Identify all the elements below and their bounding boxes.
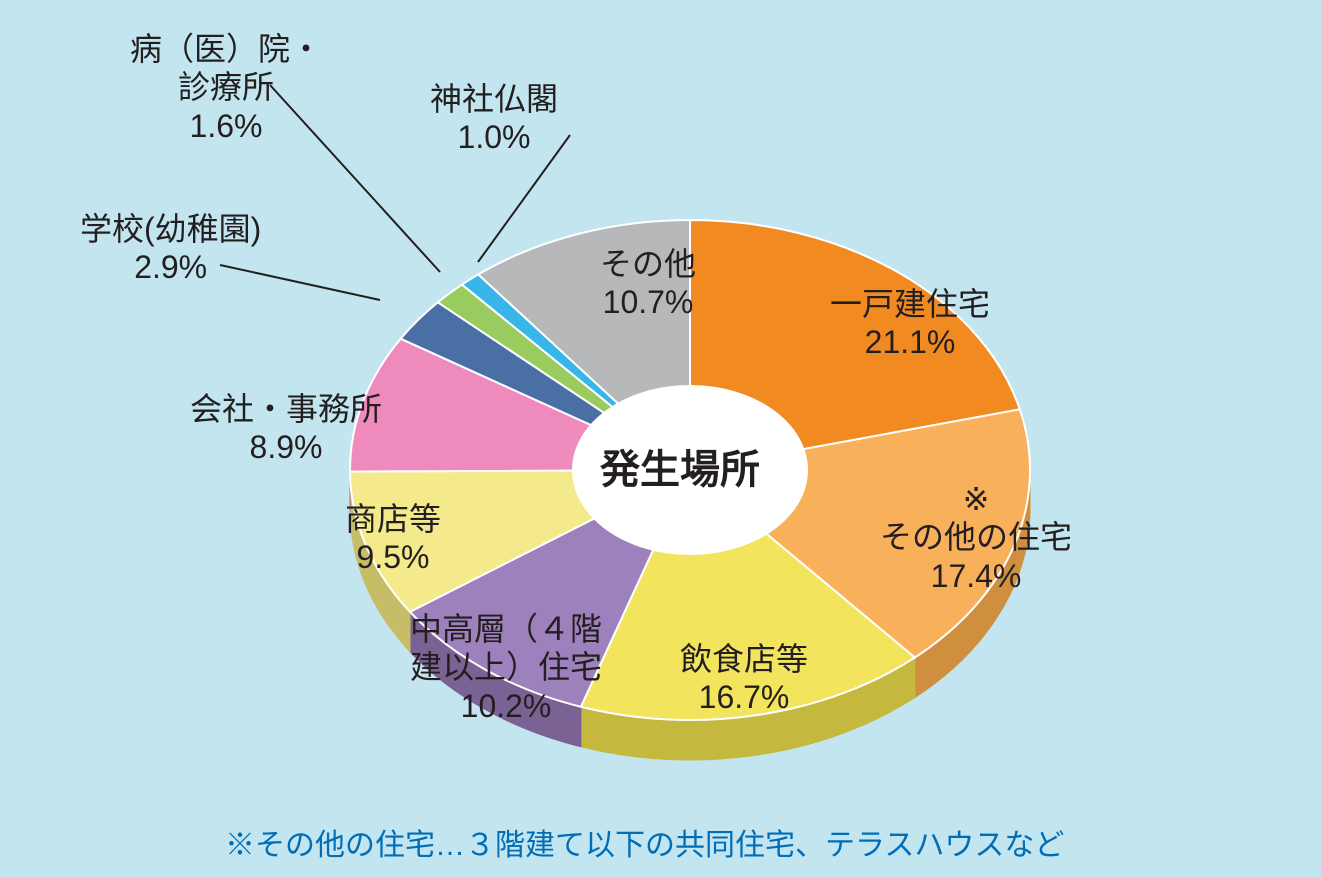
- label-line: 1.6%: [130, 107, 322, 145]
- label-line: 中高層（４階: [410, 610, 602, 648]
- label-line: 17.4%: [880, 557, 1072, 595]
- label-line: 一戸建住宅: [830, 285, 990, 323]
- label-line: 2.9%: [80, 248, 261, 286]
- label-line: 会社・事務所: [190, 390, 382, 428]
- slice-label: 会社・事務所8.9%: [190, 390, 382, 467]
- slice-label: 一戸建住宅21.1%: [830, 285, 990, 362]
- label-line: その他の住宅: [880, 518, 1072, 556]
- label-line: 1.0%: [430, 118, 558, 156]
- label-line: 10.2%: [410, 687, 602, 725]
- label-line: 学校(幼稚園): [80, 210, 261, 248]
- label-line: 神社仏閣: [430, 80, 558, 118]
- label-line: 10.7%: [600, 283, 696, 321]
- label-line: 21.1%: [830, 323, 990, 361]
- label-line: 病（医）院・: [130, 30, 322, 68]
- label-line: 8.9%: [190, 428, 382, 466]
- slice-label: その他10.7%: [600, 245, 696, 322]
- label-line: 16.7%: [680, 678, 808, 716]
- slice-label: ※その他の住宅17.4%: [880, 480, 1072, 595]
- label-line: 発生場所: [600, 446, 760, 494]
- footnote: ※その他の住宅…３階建て以下の共同住宅、テラスハウスなど: [225, 820, 1064, 864]
- slice-label: 中高層（４階建以上）住宅10.2%: [410, 610, 602, 725]
- label-line: 飲食店等: [680, 640, 808, 678]
- slice-label-external: 学校(幼稚園)2.9%: [80, 210, 261, 287]
- label-line: ※: [880, 480, 1072, 518]
- label-line: その他: [600, 245, 696, 283]
- slice-label: 商店等9.5%: [345, 500, 441, 577]
- slice-label-external: 病（医）院・診療所1.6%: [130, 30, 322, 145]
- center-title: 発生場所: [600, 446, 760, 494]
- pie-chart-container: 一戸建住宅21.1% ※その他の住宅17.4% 飲食店等16.7% 中高層（４階建以上…: [0, 0, 1321, 878]
- label-line: 商店等: [345, 500, 441, 538]
- slice-label-external: 神社仏閣1.0%: [430, 80, 558, 157]
- slice-label: 飲食店等16.7%: [680, 640, 808, 717]
- label-line: 診療所: [130, 68, 322, 106]
- label-line: 9.5%: [345, 538, 441, 576]
- label-line: 建以上）住宅: [410, 648, 602, 686]
